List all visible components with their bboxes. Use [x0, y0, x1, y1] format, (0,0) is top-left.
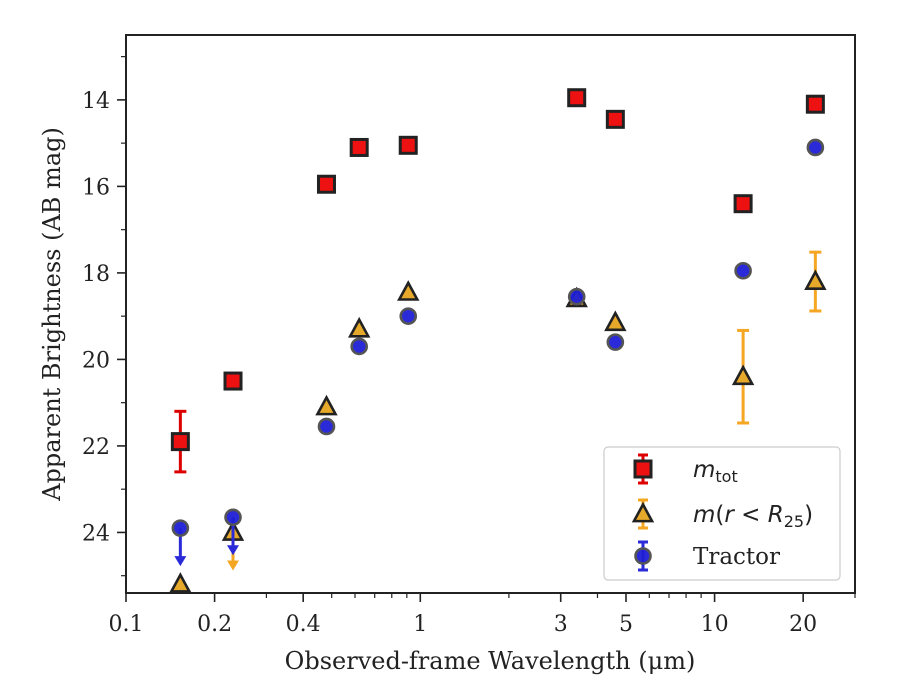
data-point-triangle — [397, 280, 420, 301]
data-point-circle — [317, 417, 336, 436]
x-tick-label: 1 — [413, 612, 427, 637]
y-tick-label: 18 — [82, 262, 110, 287]
data-point-circle — [606, 333, 625, 351]
legend-label: m(r < R25) — [693, 502, 813, 531]
x-tick-label: 20 — [789, 612, 817, 637]
data-point-circle — [350, 337, 368, 356]
legend-items: mtot m(r < R25) Tractor — [631, 453, 813, 572]
plot-frame — [125, 34, 856, 594]
data-point-circle — [567, 287, 586, 306]
ticks-layer: 0.1 0.2 0.4 1 3 5 10 20 14 16 18 20 22 24 — [82, 56, 856, 637]
data-point-square — [567, 88, 587, 108]
data-point-triangle — [604, 310, 627, 332]
y-tick-label: 16 — [82, 175, 110, 200]
marks-layer — [169, 88, 827, 593]
x-axis-label: Observed-frame Wavelength (μm) — [285, 647, 696, 675]
legend-frame — [603, 446, 841, 581]
data-point-square — [398, 135, 418, 155]
legend: mtot m(r < R25) Tractor — [603, 446, 841, 581]
y-tick-label: 14 — [82, 89, 110, 114]
data-point-square — [349, 137, 369, 157]
series-circle — [171, 138, 825, 567]
x-tick-label: 0.2 — [197, 612, 232, 637]
series-square — [170, 88, 825, 474]
data-point-square — [223, 371, 243, 391]
x-tick-label: 0.4 — [286, 612, 321, 637]
data-point-square — [170, 432, 190, 452]
x-tick-label: 5 — [619, 612, 633, 637]
data-point-square — [733, 194, 753, 214]
upper-limit-arrowhead — [174, 556, 187, 567]
legend-marker-triangle — [631, 501, 655, 523]
data-point-circle — [224, 508, 242, 527]
data-point-triangle — [347, 316, 371, 338]
data-point-circle — [806, 138, 825, 157]
data-point-circle — [734, 261, 752, 280]
data-point-circle — [399, 307, 418, 325]
legend-marker-circle — [634, 547, 652, 565]
data-point-triangle — [731, 364, 755, 386]
y-tick-label: 20 — [82, 348, 110, 373]
y-axis-label: Apparent Brightness (AB mag) — [38, 127, 66, 502]
data-point-square — [605, 109, 625, 129]
y-tick-label: 24 — [82, 521, 110, 546]
data-point-circle — [171, 519, 190, 537]
data-point-triangle — [315, 394, 338, 416]
data-point-square — [316, 174, 336, 194]
upper-limit-arrowhead — [227, 560, 240, 571]
upper-limit-arrowhead — [227, 545, 240, 556]
legend-label: mtot — [693, 457, 738, 486]
y-tick-label: 22 — [82, 435, 110, 460]
x-tick-label: 0.1 — [109, 612, 144, 637]
data-point-square — [805, 94, 825, 114]
data-point-triangle — [804, 269, 827, 290]
data-point-triangle — [169, 572, 192, 593]
legend-label: Tractor — [693, 544, 780, 570]
x-tick-label: 10 — [701, 612, 729, 637]
x-tick-label: 3 — [554, 612, 568, 637]
legend-marker-square — [633, 459, 653, 479]
